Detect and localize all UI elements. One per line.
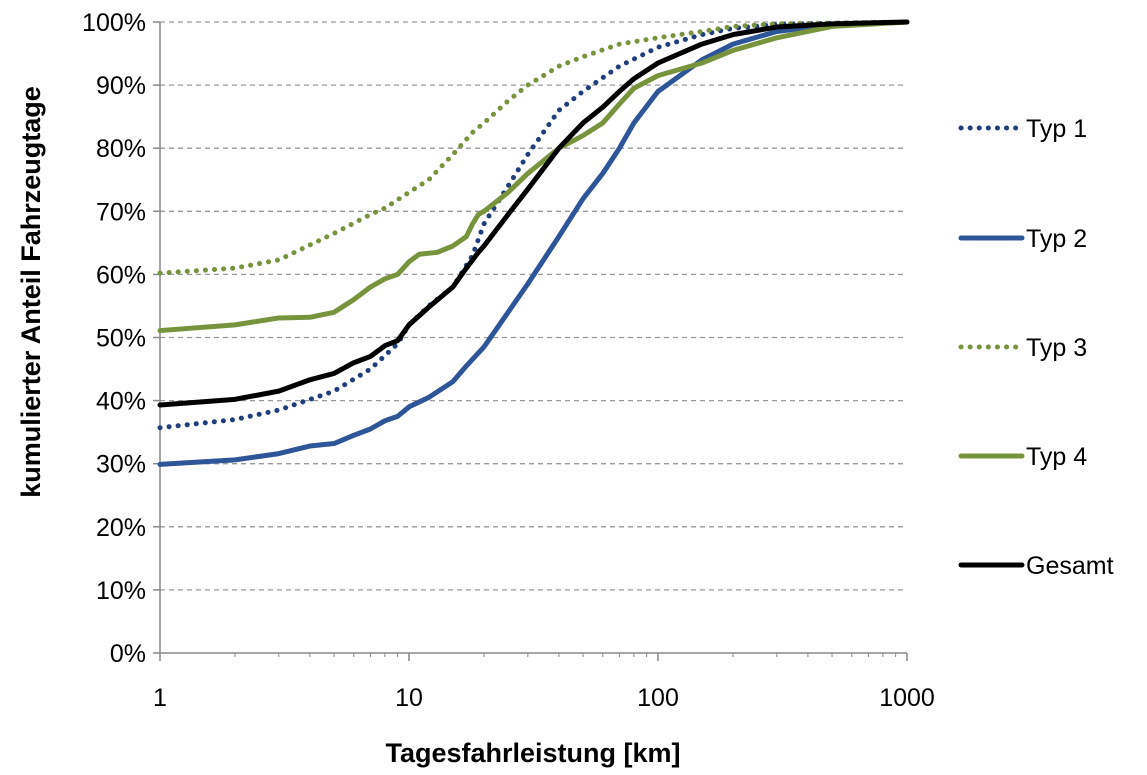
legend: Typ 1 Typ 2 Typ 3 Typ 4 Gesamt [958, 115, 1114, 580]
series-line-typ-2 [157, 19, 910, 467]
y-tick-label-4: 40% [96, 388, 146, 416]
x-axis-title: Tagesfahrleistung [km] [385, 738, 680, 768]
y-tick-label-1: 10% [96, 577, 146, 605]
y-tick-label-10: 100% [82, 9, 146, 37]
legend-label-1: Typ 2 [1026, 225, 1087, 253]
y-tick-label-5: 50% [96, 325, 146, 353]
grid-lines [160, 21, 907, 591]
series-line-typ-4 [157, 19, 910, 334]
series-lines [157, 19, 910, 467]
x-tick-label-3: 1000 [879, 684, 935, 712]
axes [153, 21, 908, 661]
y-tick-label-0: 0% [110, 640, 146, 668]
tick-labels: 0% 10% 20% 30% 40% 50% 60% 70% 80% 90% 100% 1 10 100 1… [82, 9, 935, 712]
series-line-typ-1 [157, 19, 910, 431]
x-tick-label-2: 100 [637, 684, 679, 712]
legend-label-3: Typ 4 [1026, 443, 1087, 471]
y-tick-label-3: 30% [96, 451, 146, 479]
y-tick-label-8: 80% [96, 135, 146, 163]
series-line-gesamt [157, 19, 910, 408]
legend-label-2: Typ 3 [1026, 334, 1087, 362]
y-axis-title: kumulierter Anteil Fahrzeugtage [16, 86, 46, 498]
y-tick-label-6: 60% [96, 261, 146, 289]
legend-label-0: Typ 1 [1026, 115, 1087, 143]
y-tick-label-9: 90% [96, 72, 146, 100]
x-tick-label-0: 1 [153, 684, 167, 712]
legend-label-4: Gesamt [1026, 552, 1114, 580]
y-tick-label-7: 70% [96, 198, 146, 226]
x-tick-label-1: 10 [395, 684, 423, 712]
y-tick-label-2: 20% [96, 514, 146, 542]
